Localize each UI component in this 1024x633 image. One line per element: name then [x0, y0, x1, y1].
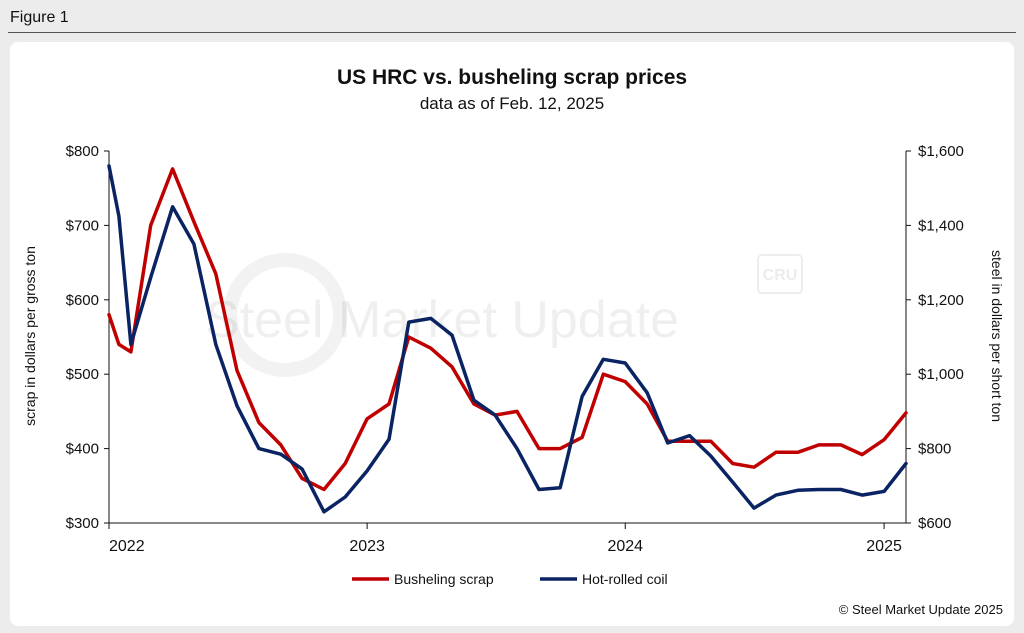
- watermark-badge: [757, 254, 803, 294]
- y-axis-left-label: scrap in dollars per gross ton: [22, 246, 38, 426]
- y-right-tick-label: $800: [918, 441, 951, 458]
- y-right-tick-label: $1,400: [918, 217, 964, 234]
- series-line-hot-rolled-coil: [107, 164, 908, 514]
- watermark: Steel Market Update CRU: [205, 253, 803, 377]
- watermark-logo-ring: [223, 253, 347, 377]
- x-tick-label: 2022: [109, 538, 145, 555]
- y-right-tick-label: $600: [918, 515, 951, 532]
- y-left-tick-label: $300: [66, 515, 99, 532]
- x-tick-label: 2024: [607, 538, 643, 555]
- legend: Busheling scrap Hot-rolled coil: [352, 571, 668, 587]
- y-left-tick-label: $400: [66, 441, 99, 458]
- y-right-tick-label: $1,200: [918, 292, 964, 309]
- watermark-logo-text: Steel Market Update: [205, 291, 679, 349]
- x-tick-label: 2023: [349, 538, 385, 555]
- y-right-tick-label: $1,600: [918, 143, 964, 160]
- credit-text: © Steel Market Update 2025: [839, 602, 1003, 617]
- figure-label: Figure 1: [10, 9, 69, 26]
- legend-label-scrap: Busheling scrap: [394, 571, 494, 587]
- y-right-tick-label: $1,000: [918, 366, 964, 383]
- y-left-tick-label: $800: [66, 143, 99, 160]
- chart-panel: [10, 42, 1014, 626]
- x-tick-label: 2025: [866, 538, 902, 555]
- series-lines: [107, 164, 908, 514]
- y-left-tick-label: $700: [66, 217, 99, 234]
- y-left-tick-label: $500: [66, 366, 99, 383]
- watermark-badge-text: CRU: [763, 267, 798, 284]
- axes: $300 $400 $500 $600 $700 $800 $600 $800 $1,000 $1…: [66, 143, 964, 555]
- chart-title: US HRC vs. busheling scrap prices: [337, 66, 687, 89]
- header-rule: [8, 32, 1016, 33]
- y-left-tick-label: $600: [66, 292, 99, 309]
- legend-label-hrc: Hot-rolled coil: [582, 571, 668, 587]
- y-axis-right-label: steel in dollars per short ton: [989, 250, 1005, 422]
- chart-subtitle: data as of Feb. 12, 2025: [420, 94, 604, 113]
